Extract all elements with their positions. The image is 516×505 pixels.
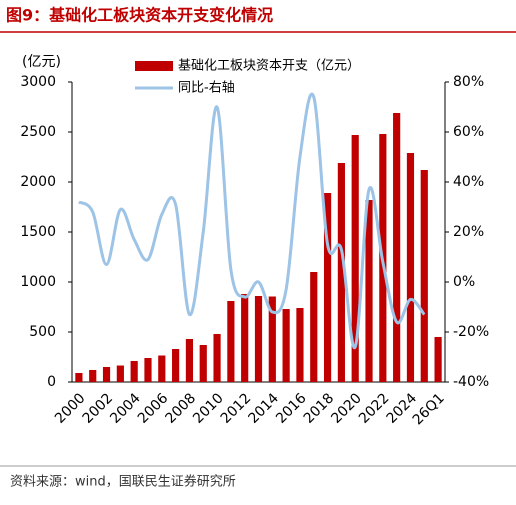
bar [365,200,373,382]
bar [393,113,401,382]
bar [199,345,207,382]
y-tick-label: 1000 [20,274,56,290]
legend-swatch [135,61,173,71]
y2-tick-label: 60% [453,124,484,140]
bar [282,309,290,382]
bar [116,365,124,382]
bar [75,373,83,382]
chart-title: 图9：基础化工板块资本开支变化情况 [6,6,273,25]
y2-tick-label: 80% [453,74,484,90]
bar [254,296,263,382]
x-tick-label: 2004 [107,390,144,427]
bar [420,170,428,382]
bar [310,272,318,382]
y-tick-label: 2500 [20,124,56,140]
y-tick-label: 1500 [20,224,56,240]
y-tick-label: 3000 [20,74,56,90]
bar [172,349,180,382]
y2-tick-label: 0% [453,274,475,290]
bar [102,367,111,382]
bar [241,294,249,382]
y2-tick-label: 20% [453,224,484,240]
bar [213,334,221,382]
y2-tick-label: -20% [453,324,489,340]
x-tick-label: 2022 [356,390,393,427]
x-tick-label: 2018 [301,390,338,427]
bar [406,153,415,382]
bar [351,135,359,382]
legend-label: 同比-右轴 [178,81,235,96]
y-tick-label: 2000 [20,174,56,190]
y2-tick-label: -40% [453,374,489,390]
bar [227,301,235,382]
bar [130,361,138,382]
bar [185,339,194,382]
bar [144,358,152,382]
x-tick-label: 2008 [163,390,200,427]
y2-tick-label: 40% [453,174,484,190]
bar [296,308,304,382]
y-tick-label: 500 [29,324,56,340]
bar [89,370,97,382]
y-axis-label: (亿元) [22,54,61,70]
bar [323,193,332,382]
source: 资料来源：wind，国联民生证券研究所 [10,474,236,490]
legend-label: 基础化工板块资本开支（亿元） [178,59,360,74]
bar [158,355,166,382]
x-tick-label: 2000 [52,390,89,427]
x-tick-label: 2012 [218,390,255,427]
x-tick-label: 2002 [80,390,117,427]
bar [434,337,442,382]
x-tick-label: 26Q1 [410,390,448,428]
x-tick-label: 2006 [135,390,172,427]
x-tick-label: 2010 [190,390,227,427]
bar [337,163,345,382]
x-tick-label: 2014 [245,390,282,427]
bar [268,296,276,382]
line [78,92,426,349]
x-tick-label: 2020 [328,390,365,427]
x-tick-label: 2016 [273,390,310,427]
y-tick-label: 0 [47,374,56,390]
